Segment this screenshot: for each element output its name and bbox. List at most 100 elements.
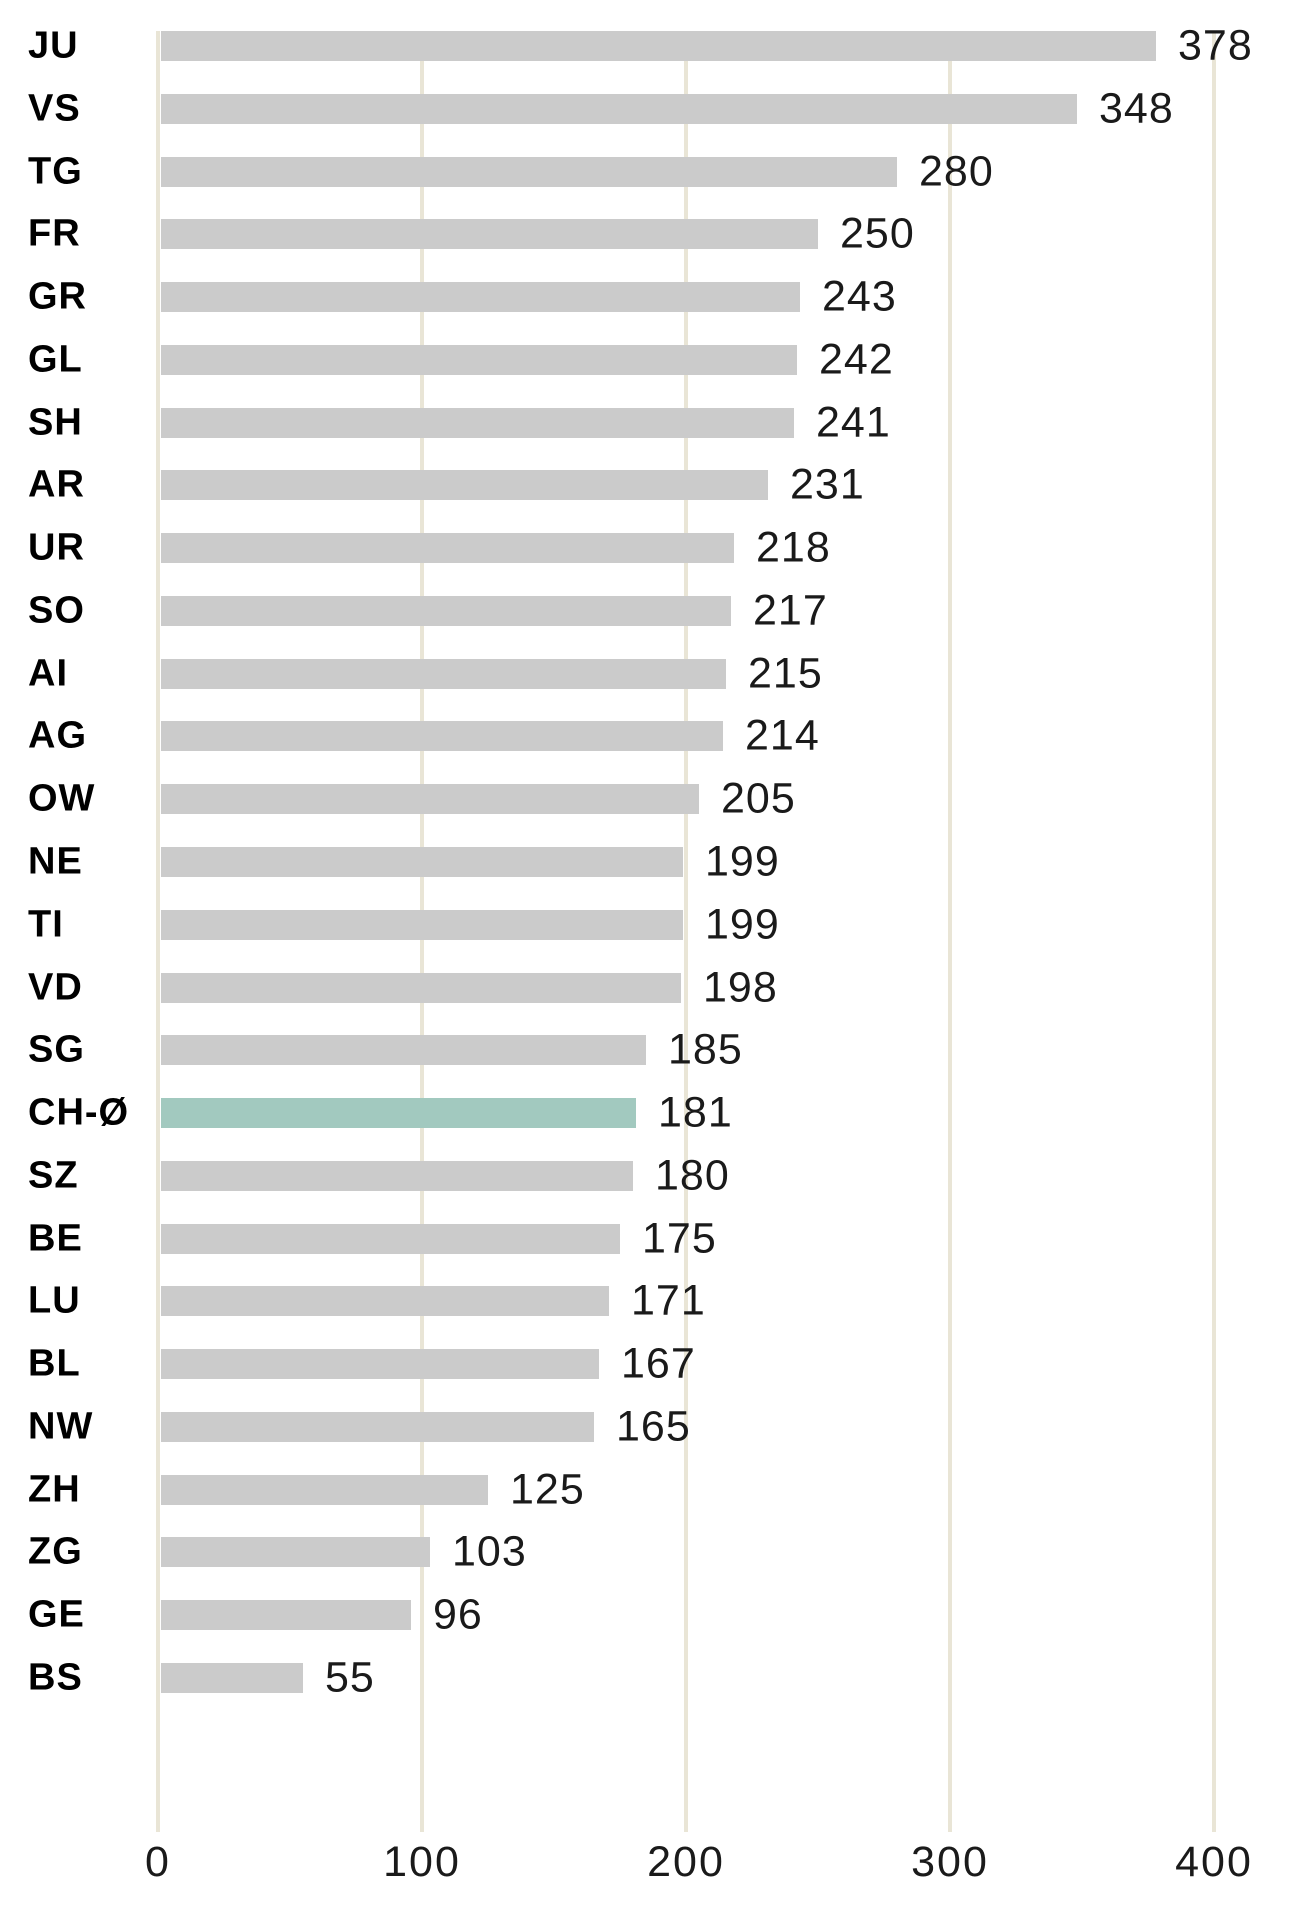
bar-row: LU 171 bbox=[0, 1277, 1300, 1325]
category-label: SO bbox=[28, 589, 85, 632]
category-label: AI bbox=[28, 652, 68, 695]
x-tick-label: 100 bbox=[383, 1838, 461, 1886]
value-label: 199 bbox=[705, 837, 780, 886]
category-label: NE bbox=[28, 840, 83, 883]
value-label: 214 bbox=[745, 711, 820, 760]
category-label: SZ bbox=[28, 1154, 79, 1197]
value-label: 243 bbox=[822, 272, 897, 321]
bar bbox=[161, 847, 683, 877]
x-tick-label: 300 bbox=[911, 1838, 989, 1886]
bar-row: GL 242 bbox=[0, 336, 1300, 384]
bar bbox=[161, 1349, 599, 1379]
bar-row: SZ 180 bbox=[0, 1152, 1300, 1200]
bar-row: SG 185 bbox=[0, 1026, 1300, 1074]
category-label: VS bbox=[28, 87, 81, 130]
bar bbox=[161, 157, 897, 187]
category-label: CH-Ø bbox=[28, 1091, 130, 1134]
category-label: ZG bbox=[28, 1530, 83, 1573]
bar bbox=[161, 910, 683, 940]
value-label: 218 bbox=[756, 523, 831, 572]
bar-row: AG 214 bbox=[0, 712, 1300, 760]
bar-row: NW 165 bbox=[0, 1403, 1300, 1451]
value-label: 180 bbox=[655, 1151, 730, 1200]
bar bbox=[161, 784, 699, 814]
bar-row: BE 175 bbox=[0, 1215, 1300, 1263]
gridline-0 bbox=[156, 31, 160, 1832]
bar-row: AI 215 bbox=[0, 650, 1300, 698]
bar bbox=[161, 31, 1156, 61]
value-label: 185 bbox=[668, 1025, 743, 1074]
value-label: 215 bbox=[748, 649, 823, 698]
bar-row: BL 167 bbox=[0, 1340, 1300, 1388]
category-label: BS bbox=[28, 1656, 83, 1699]
value-label: 96 bbox=[433, 1590, 483, 1639]
category-label: OW bbox=[28, 777, 96, 820]
bar bbox=[161, 1600, 411, 1630]
category-label: TI bbox=[28, 903, 64, 946]
bar bbox=[161, 721, 723, 751]
bar bbox=[161, 1286, 609, 1316]
category-label: SH bbox=[28, 401, 83, 444]
category-label: UR bbox=[28, 526, 85, 569]
value-label: 205 bbox=[721, 774, 796, 823]
value-label: 242 bbox=[819, 335, 894, 384]
bar bbox=[161, 533, 734, 563]
value-label: 103 bbox=[452, 1527, 527, 1576]
bar-row: TI 199 bbox=[0, 901, 1300, 949]
bar bbox=[161, 1035, 646, 1065]
value-label: 167 bbox=[621, 1339, 696, 1388]
bar-row: SH 241 bbox=[0, 399, 1300, 447]
bar bbox=[161, 1224, 620, 1254]
value-label: 55 bbox=[325, 1653, 375, 1702]
bar-row: ZG 103 bbox=[0, 1528, 1300, 1576]
gridline-300 bbox=[948, 31, 952, 1832]
bar bbox=[161, 1412, 594, 1442]
category-label: TG bbox=[28, 150, 83, 193]
value-label: 125 bbox=[510, 1465, 585, 1514]
value-label: 171 bbox=[631, 1276, 706, 1325]
bar-row: ZH 125 bbox=[0, 1466, 1300, 1514]
value-label: 280 bbox=[919, 147, 994, 196]
category-label: AG bbox=[28, 714, 87, 757]
bar-row: VS 348 bbox=[0, 85, 1300, 133]
category-label: JU bbox=[28, 24, 79, 67]
bar-row: JU 378 bbox=[0, 22, 1300, 70]
bar bbox=[161, 408, 794, 438]
bar-row: OW 205 bbox=[0, 775, 1300, 823]
bar bbox=[161, 1161, 633, 1191]
value-label: 175 bbox=[642, 1214, 717, 1263]
category-label: GE bbox=[28, 1593, 85, 1636]
bar-row: BS 55 bbox=[0, 1654, 1300, 1702]
bar bbox=[161, 345, 797, 375]
category-label: FR bbox=[28, 212, 81, 255]
category-label: SG bbox=[28, 1028, 85, 1071]
value-label: 378 bbox=[1178, 21, 1253, 70]
category-label: LU bbox=[28, 1279, 81, 1322]
bar-row: VD 198 bbox=[0, 964, 1300, 1012]
category-label: VD bbox=[28, 966, 83, 1009]
bar-row: NE 199 bbox=[0, 838, 1300, 886]
category-label: AR bbox=[28, 463, 85, 506]
bar-row: SO 217 bbox=[0, 587, 1300, 635]
bar-highlight bbox=[161, 1098, 636, 1128]
bar-row: AR 231 bbox=[0, 461, 1300, 509]
x-tick-label: 0 bbox=[145, 1838, 171, 1886]
bar bbox=[161, 470, 768, 500]
bar bbox=[161, 973, 681, 1003]
value-label: 165 bbox=[616, 1402, 691, 1451]
gridline-400 bbox=[1212, 31, 1216, 1832]
value-label: 241 bbox=[816, 398, 891, 447]
bar-row: FR 250 bbox=[0, 210, 1300, 258]
bar bbox=[161, 1475, 488, 1505]
value-label: 181 bbox=[658, 1088, 733, 1137]
value-label: 250 bbox=[840, 209, 915, 258]
x-tick-label: 200 bbox=[647, 1838, 725, 1886]
category-label: GL bbox=[28, 338, 83, 381]
bar bbox=[161, 94, 1077, 124]
bar-row: GR 243 bbox=[0, 273, 1300, 321]
bar bbox=[161, 659, 726, 689]
bar-row: UR 218 bbox=[0, 524, 1300, 572]
bar bbox=[161, 282, 800, 312]
category-label: BE bbox=[28, 1217, 83, 1260]
